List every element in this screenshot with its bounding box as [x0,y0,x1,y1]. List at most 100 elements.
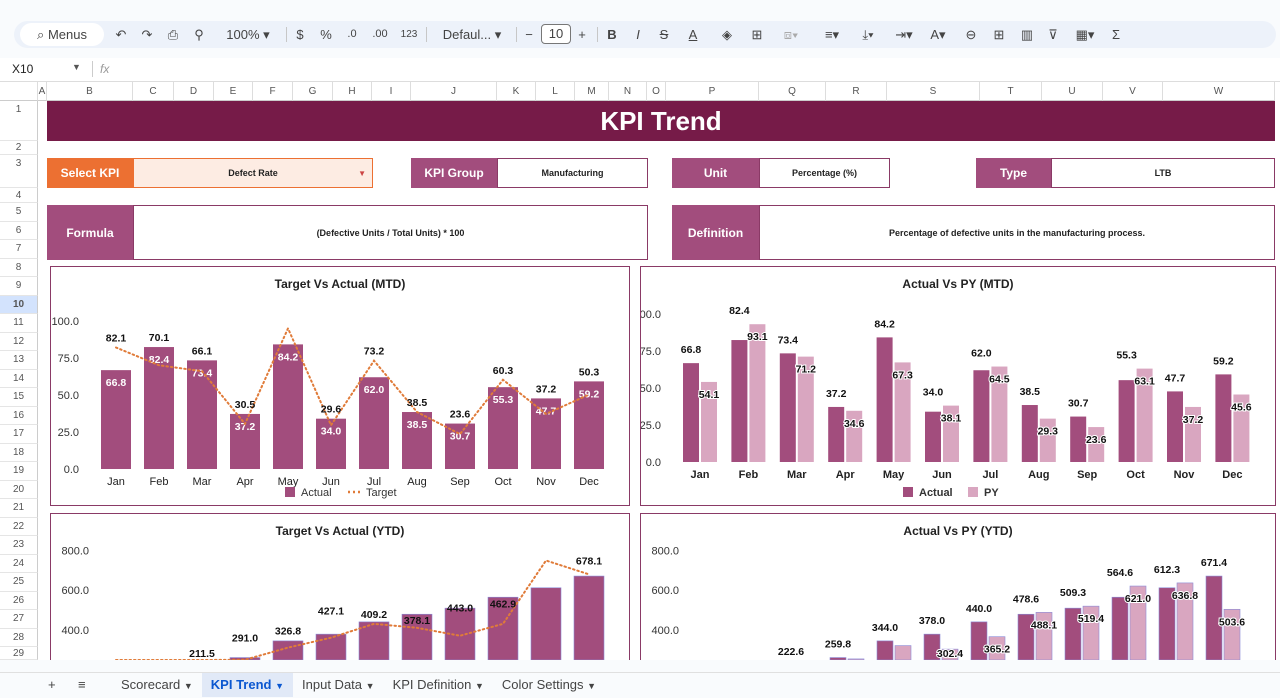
row-header[interactable]: 6 [0,221,38,240]
undo-icon[interactable]: ↶ [115,27,127,42]
column-header[interactable]: F [253,82,293,101]
row-header[interactable]: 8 [0,258,38,277]
sum-icon[interactable]: Σ [1111,27,1121,42]
redo-icon[interactable]: ↷ [141,27,153,42]
column-header[interactable]: Q [759,82,826,101]
italic-button[interactable]: I [636,27,640,42]
currency-button[interactable]: $ [296,27,304,42]
merge-cells-icon[interactable]: ⧈▾ [783,27,799,42]
row-header[interactable]: 2 [0,141,38,155]
row-header[interactable]: 26 [0,591,38,610]
text-color-button[interactable]: A [688,27,698,42]
row-header[interactable]: 12 [0,332,38,351]
name-box[interactable]: X10 [12,62,34,76]
row-header[interactable]: 5 [0,203,38,222]
sheet-tab[interactable]: Scorecard ▼ [112,673,202,697]
tab-menu-icon[interactable]: ▼ [365,681,375,691]
select-all-corner[interactable] [0,82,38,101]
sheet-tab[interactable]: KPI Definition ▼ [384,673,493,697]
row-header[interactable]: 7 [0,240,38,259]
zoom-select[interactable]: 100% ▾ [226,27,270,42]
column-header[interactable]: H [333,82,372,101]
column-header[interactable]: I [372,82,411,101]
decrease-decimal-button[interactable]: .0 [347,28,357,40]
row-header[interactable]: 29 [0,647,38,660]
sheet-tab[interactable]: KPI Trend ▼ [201,673,294,697]
row-header[interactable]: 22 [0,517,38,536]
text-wrap-icon[interactable]: ⇥▾ [895,27,913,42]
row-header[interactable]: 9 [0,277,38,296]
filter-icon[interactable]: ⊽ [1048,27,1058,42]
column-header[interactable]: K [497,82,536,101]
sheet-tab[interactable]: Color Settings ▼ [493,673,605,697]
chart-target-vs-actual-mtd[interactable]: Target Vs Actual (MTD) 0.0 25.0 50.0 75.0 100… [50,266,630,506]
column-header[interactable]: A [38,82,47,101]
row-header[interactable]: 25 [0,573,38,592]
increase-font-size-icon[interactable]: + [578,27,586,42]
row-header[interactable]: 20 [0,480,38,499]
row-header[interactable]: 28 [0,628,38,647]
vertical-align-icon[interactable]: ⤓▾ [862,27,874,42]
dropdown-arrow-icon[interactable]: ▼ [358,168,366,178]
menus-search-button[interactable]: ⌕ Menus [20,23,104,46]
row-header[interactable]: 14 [0,369,38,388]
tab-menu-icon[interactable]: ▼ [587,681,597,691]
add-sheet-button[interactable]: + [48,677,56,692]
chart-actual-vs-py-ytd[interactable]: Actual Vs PY (YTD) 400.0 600.0 800.0 222.6 25… [640,513,1276,660]
increase-decimal-button[interactable]: .00 [372,28,388,40]
row-header[interactable]: 10 [0,295,38,314]
bold-button[interactable]: B [607,27,617,42]
print-icon[interactable]: ⎙ [167,27,179,42]
font-size-input[interactable]: 10 [541,24,571,44]
comment-icon[interactable]: ⊞ [993,27,1005,42]
row-header[interactable]: 11 [0,314,38,333]
tab-menu-icon[interactable]: ▼ [183,681,193,691]
row-header[interactable]: 13 [0,351,38,370]
column-header[interactable]: U [1042,82,1103,101]
text-rotation-icon[interactable]: A▾ [930,27,946,42]
number-format-button[interactable]: 123 [400,29,418,40]
row-header[interactable]: 15 [0,388,38,407]
decrease-font-size-icon[interactable]: − [525,27,533,42]
row-header[interactable]: 17 [0,425,38,444]
row-header[interactable]: 23 [0,536,38,555]
column-header[interactable]: J [411,82,497,101]
all-sheets-button[interactable]: ≡ [78,677,86,692]
column-header[interactable]: G [293,82,333,101]
fill-color-icon[interactable]: ◈ [722,27,732,42]
column-header[interactable]: M [575,82,609,101]
percent-button[interactable]: % [320,27,332,42]
row-header[interactable]: 16 [0,406,38,425]
column-header[interactable]: E [214,82,253,101]
column-header[interactable]: D [174,82,214,101]
column-header[interactable]: S [887,82,980,101]
align-icon[interactable]: ≡▾ [824,27,840,42]
font-select[interactable]: Defaul... ▾ [442,27,502,42]
column-header[interactable]: O [647,82,666,101]
functions-table-icon[interactable]: ▦▾ [1075,27,1095,42]
tab-menu-icon[interactable]: ▼ [275,681,285,691]
tab-menu-icon[interactable]: ▼ [474,681,484,691]
column-header[interactable]: N [609,82,647,101]
chart-icon[interactable]: ▥ [1020,27,1034,42]
row-header[interactable]: 18 [0,443,38,462]
column-header[interactable]: T [980,82,1042,101]
name-box-dropdown-icon[interactable]: ▼ [72,62,81,72]
column-header[interactable]: P [666,82,759,101]
row-header[interactable]: 27 [0,610,38,629]
column-header[interactable]: C [133,82,174,101]
strikethrough-icon[interactable]: S [659,27,669,42]
row-header[interactable]: 3 [0,155,38,188]
paint-format-icon[interactable]: ⚲ [194,27,204,42]
select-kpi-dropdown[interactable]: Defect Rate ▼ [133,158,373,188]
row-header[interactable]: 21 [0,499,38,518]
row-header[interactable]: 24 [0,554,38,573]
column-header[interactable]: W [1163,82,1275,101]
row-header[interactable]: 19 [0,462,38,481]
chart-target-vs-actual-ytd[interactable]: Target Vs Actual (YTD) 400.0 600.0 800.0 211… [50,513,630,660]
column-header[interactable]: V [1103,82,1163,101]
chart-actual-vs-py-mtd[interactable]: Actual Vs PY (MTD) 0.0 25.0 50.0 75.0 100.0 Ja… [640,266,1276,506]
borders-icon[interactable]: ⊞ [751,27,763,42]
row-header[interactable]: 1 [0,101,38,141]
